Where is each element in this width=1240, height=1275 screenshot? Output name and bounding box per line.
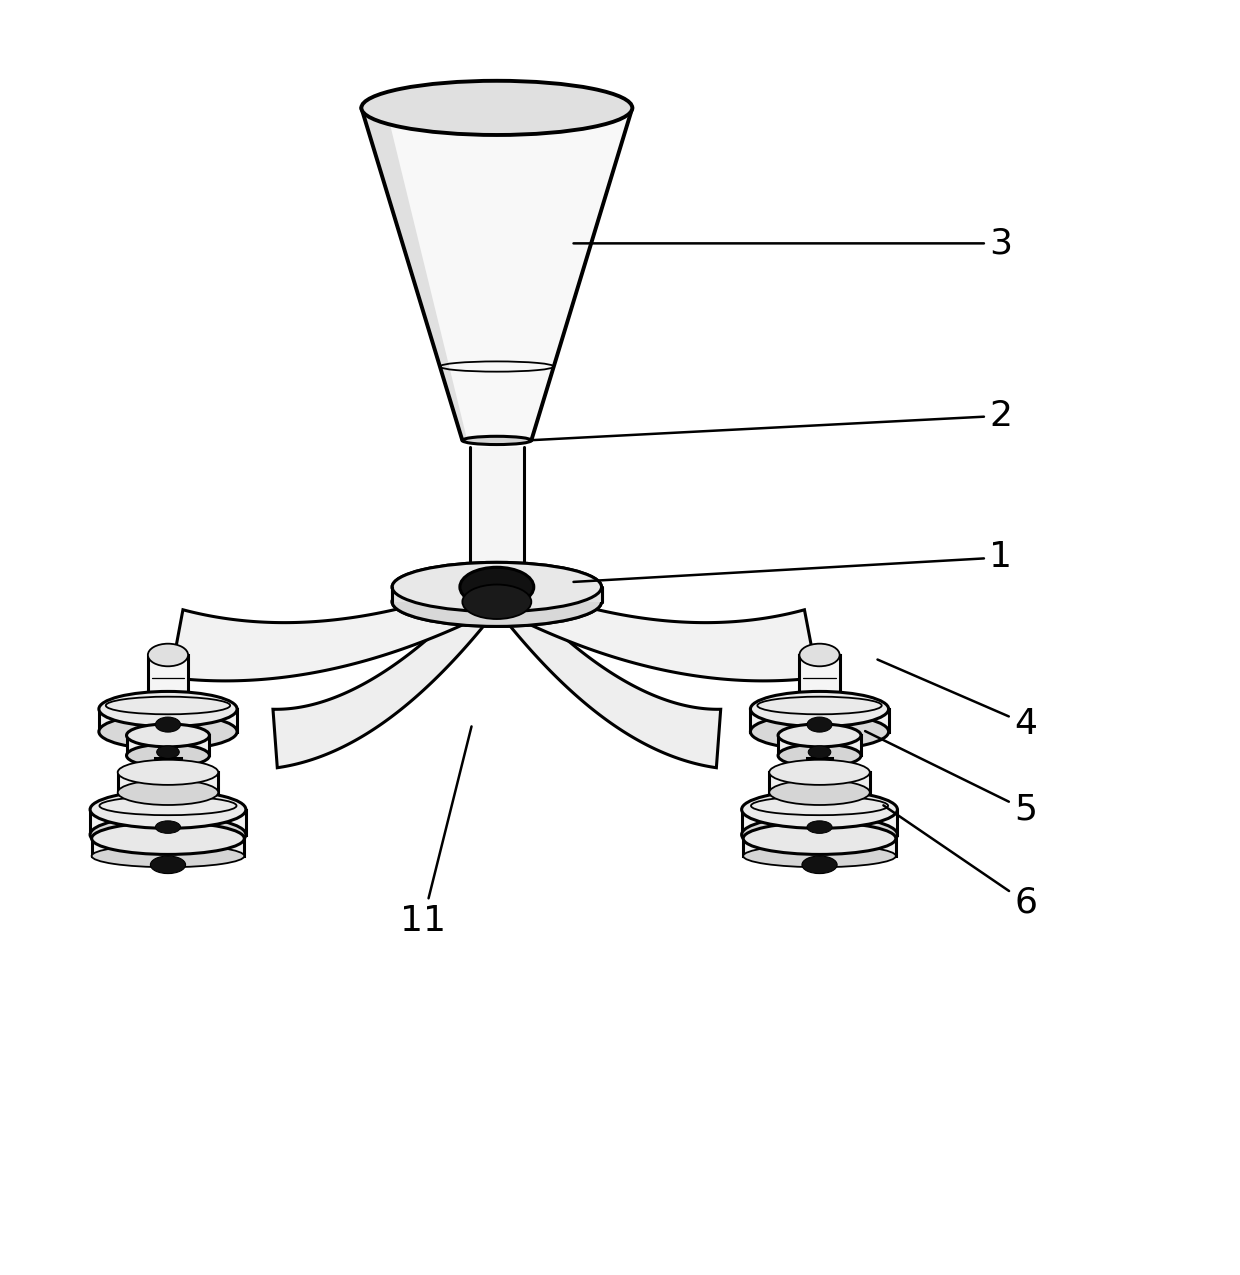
Ellipse shape — [92, 845, 244, 867]
Polygon shape — [273, 592, 497, 768]
Ellipse shape — [460, 567, 533, 607]
Polygon shape — [777, 736, 861, 756]
Ellipse shape — [126, 745, 210, 768]
Ellipse shape — [777, 745, 861, 768]
Ellipse shape — [91, 816, 246, 853]
Ellipse shape — [99, 691, 237, 727]
Ellipse shape — [156, 746, 180, 759]
Ellipse shape — [742, 790, 898, 829]
Ellipse shape — [460, 567, 533, 607]
Ellipse shape — [148, 694, 188, 717]
Polygon shape — [742, 810, 898, 835]
Ellipse shape — [750, 691, 889, 727]
Polygon shape — [148, 655, 188, 705]
Ellipse shape — [807, 821, 832, 834]
Polygon shape — [807, 759, 832, 806]
Ellipse shape — [802, 856, 837, 873]
Polygon shape — [118, 773, 218, 793]
Ellipse shape — [126, 724, 210, 747]
Ellipse shape — [361, 80, 632, 135]
Ellipse shape — [392, 578, 601, 626]
Polygon shape — [361, 108, 632, 440]
Ellipse shape — [808, 746, 831, 759]
Ellipse shape — [807, 717, 832, 732]
Text: 4: 4 — [878, 659, 1037, 741]
Polygon shape — [470, 446, 525, 592]
Text: 5: 5 — [866, 731, 1037, 827]
Ellipse shape — [769, 780, 869, 805]
Text: 2: 2 — [529, 399, 1013, 440]
Ellipse shape — [155, 717, 181, 732]
Ellipse shape — [148, 644, 188, 667]
Ellipse shape — [750, 714, 889, 750]
Ellipse shape — [392, 562, 601, 612]
Polygon shape — [126, 736, 210, 756]
Polygon shape — [503, 584, 817, 681]
Polygon shape — [392, 586, 601, 602]
Text: 6: 6 — [883, 806, 1037, 919]
Ellipse shape — [463, 436, 531, 445]
Text: 11: 11 — [401, 727, 471, 938]
Ellipse shape — [118, 780, 218, 805]
Polygon shape — [99, 709, 237, 732]
Polygon shape — [800, 655, 839, 705]
Ellipse shape — [150, 856, 186, 873]
Ellipse shape — [99, 714, 237, 750]
Polygon shape — [750, 709, 889, 732]
Polygon shape — [170, 584, 490, 681]
Ellipse shape — [392, 562, 601, 612]
Ellipse shape — [743, 845, 895, 867]
Polygon shape — [91, 810, 246, 835]
Text: 1: 1 — [574, 541, 1013, 581]
Ellipse shape — [463, 584, 531, 620]
Polygon shape — [743, 839, 895, 856]
Polygon shape — [496, 592, 720, 768]
Ellipse shape — [800, 644, 839, 667]
Ellipse shape — [155, 821, 181, 834]
Ellipse shape — [800, 694, 839, 717]
Ellipse shape — [777, 724, 861, 747]
Ellipse shape — [91, 790, 246, 829]
Ellipse shape — [742, 816, 898, 853]
Polygon shape — [392, 586, 601, 602]
Ellipse shape — [92, 822, 244, 854]
Polygon shape — [361, 108, 467, 440]
Polygon shape — [92, 839, 244, 856]
Ellipse shape — [769, 760, 869, 785]
Ellipse shape — [463, 584, 531, 620]
Polygon shape — [155, 759, 181, 806]
Text: 3: 3 — [574, 227, 1013, 260]
Ellipse shape — [392, 578, 601, 626]
Polygon shape — [769, 773, 869, 793]
Ellipse shape — [118, 760, 218, 785]
Ellipse shape — [743, 822, 895, 854]
